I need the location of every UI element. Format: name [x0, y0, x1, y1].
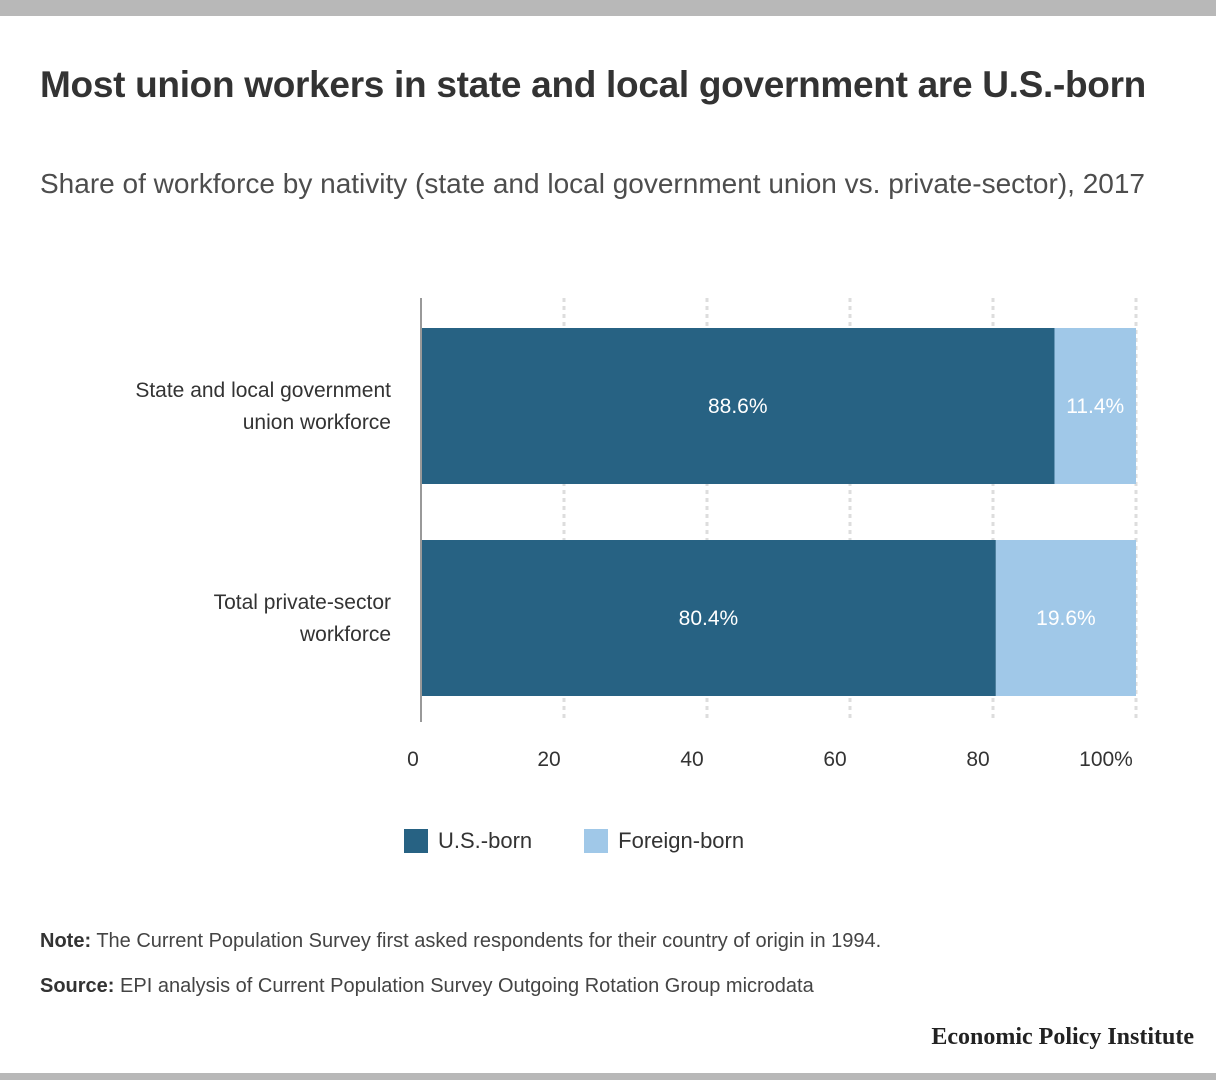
data-label-foreign-born-2: 19.6% — [1036, 607, 1096, 630]
category-label-1-line-1: State and local government — [135, 379, 391, 402]
bar-foreign-born-1 — [1054, 328, 1136, 484]
source-label: Source: — [40, 975, 115, 997]
chart-legend: U.S.-born Foreign-born — [404, 826, 796, 856]
legend-label-us-born: U.S.-born — [438, 828, 533, 853]
bottom-border-bar — [0, 1073, 1216, 1080]
legend-swatch-us-born — [404, 829, 428, 853]
chart-title: Most union workers in state and local go… — [40, 64, 1146, 105]
bar-us-born-2 — [421, 540, 996, 696]
top-border-bar — [0, 0, 1216, 16]
category-label-2-line-2: workforce — [299, 623, 391, 646]
chart-note: Note: The Current Population Survey firs… — [40, 930, 881, 953]
x-tick-label-0: 0 — [407, 748, 419, 771]
brand-logo-text: Economic Policy Institute — [931, 1024, 1194, 1050]
chart-source: Source: EPI analysis of Current Populati… — [40, 975, 814, 998]
legend-item-us-born: U.S.-born — [404, 828, 532, 854]
category-label-2-line-1: Total private-sector — [214, 591, 391, 614]
stacked-bar-chart: 0 20 40 60 80 100% 88.6% 11.4% State and local g… — [135, 298, 1138, 771]
legend-item-foreign-born: Foreign-born — [584, 828, 744, 854]
x-tick-label-80: 80 — [966, 748, 989, 771]
bar-foreign-born-2 — [995, 540, 1136, 696]
legend-swatch-foreign-born — [584, 829, 609, 853]
category-label-1-line-2: union workforce — [243, 411, 391, 434]
source-text: EPI analysis of Current Population Surve… — [120, 975, 814, 997]
data-label-us-born-1: 88.6% — [708, 395, 768, 418]
data-label-us-born-2: 80.4% — [679, 607, 739, 630]
note-text: The Current Population Survey first aske… — [96, 930, 882, 952]
chart-subtitle: Share of workforce by nativity (state an… — [40, 168, 1145, 199]
data-label-foreign-born-1: 11.4% — [1066, 395, 1124, 418]
bar-us-born-1 — [421, 328, 1055, 484]
x-tick-label-20: 20 — [537, 748, 560, 771]
x-tick-label-100: 100% — [1079, 748, 1133, 771]
legend-label-foreign-born: Foreign-born — [618, 828, 745, 853]
x-tick-label-40: 40 — [680, 748, 703, 771]
x-tick-label-60: 60 — [823, 748, 846, 771]
note-label: Note: — [40, 930, 92, 952]
